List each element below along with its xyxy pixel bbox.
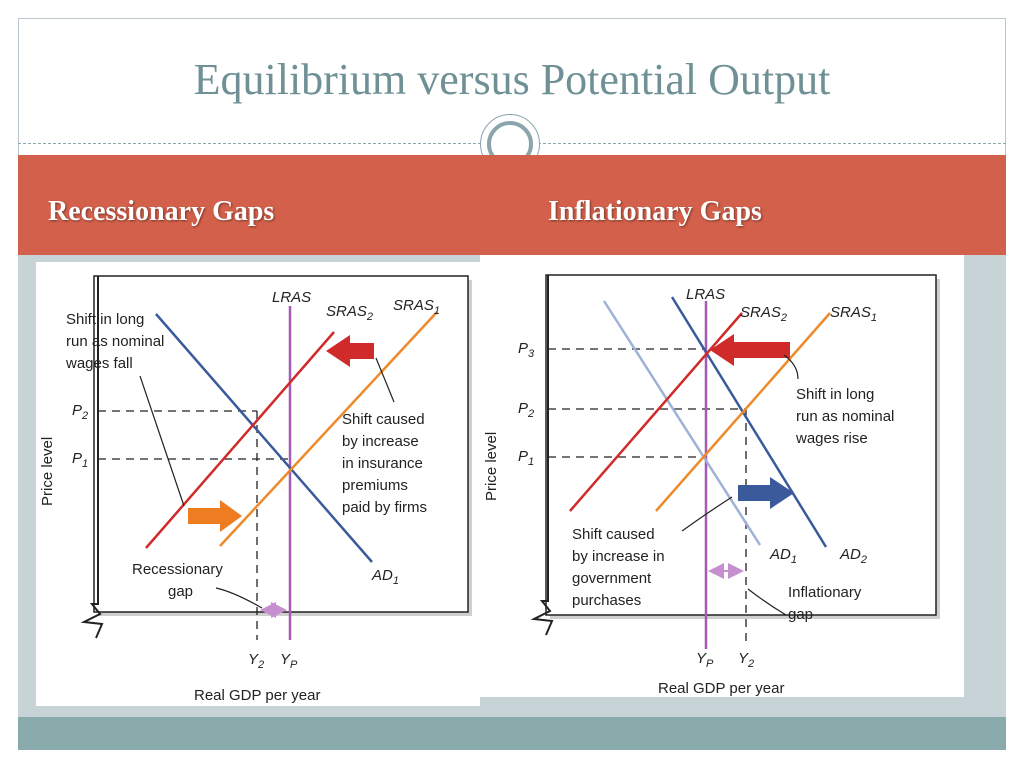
leader-long-run (783, 354, 799, 380)
x-axis-label: Real GDP per year (194, 687, 320, 704)
long-run-note-2: run as nominal (66, 333, 164, 350)
sras2-label: SRAS2 (740, 304, 787, 324)
sras2-label: SRAS2 (326, 303, 373, 323)
heading-recessionary: Recessionary Gaps (48, 196, 275, 227)
sras2-line (145, 331, 335, 549)
x-axis-label: Real GDP per year (658, 680, 784, 697)
sras1-line (655, 312, 831, 512)
gap-note-1: Inflationary (788, 584, 862, 601)
heading-inflationary: Inflationary Gaps (548, 196, 762, 227)
p1-label: P1 (518, 448, 534, 468)
long-run-note-1: Shift in long (796, 386, 874, 403)
shift-caused-note-4: purchases (572, 592, 641, 609)
p1-label: P1 (72, 450, 88, 470)
shift-caused-note-1: Shift caused (572, 526, 655, 543)
shift-caused-note-3: government (572, 570, 652, 587)
shift-caused-note-1: Shift caused (342, 411, 425, 428)
heading-band (18, 155, 1006, 255)
lras-label: LRAS (272, 289, 311, 306)
plot-area (93, 275, 469, 613)
ad2-label: AD2 (839, 546, 867, 566)
shift-left-red-arrow-icon (710, 334, 790, 366)
ad1-line (155, 313, 373, 563)
slide-title: Equilibrium versus Potential Output (193, 55, 831, 104)
ad1-line (602, 300, 762, 546)
leader-gap (747, 588, 787, 616)
p2-label: P2 (72, 402, 88, 422)
sras2-line (569, 312, 743, 512)
shift-caused-note-2: by increase in (572, 548, 665, 565)
ad1-label: AD1 (371, 567, 399, 587)
gap-note-2: gap (788, 606, 813, 623)
leader-shift-caused (681, 496, 733, 532)
long-run-note-3: wages fall (65, 355, 133, 372)
p3-label: P3 (518, 340, 535, 360)
plot-area (545, 274, 937, 616)
y2-label: Y2 (248, 651, 264, 671)
long-run-note-2: run as nominal (796, 408, 894, 425)
axis-break (80, 276, 104, 639)
inflationary-diagram-svg: LRAS SRAS2 SRAS1 AD1 AD2 P3 P2 P1 YP Y2 … (483, 274, 940, 697)
ad1-label: AD1 (769, 546, 797, 566)
sras1-label: SRAS1 (393, 297, 440, 317)
shift-caused-note-4: premiums (342, 477, 408, 494)
recessionary-diagram-svg: LRAS SRAS2 SRAS1 AD1 P2 P1 Y2 YP Real GD… (39, 275, 472, 704)
leader-long-run (139, 375, 185, 507)
footer-bar (18, 717, 1006, 750)
shift-right-orange-arrow-icon (188, 500, 242, 532)
leader-shift-caused (375, 357, 395, 403)
shift-caused-note-2: by increase (342, 433, 419, 450)
ad2-line (670, 296, 828, 548)
recessionary-gap-diagram: LRAS SRAS2 SRAS1 AD1 P2 P1 Y2 YP Real GD… (36, 262, 480, 706)
inflationary-gap-diagram: LRAS SRAS2 SRAS1 AD1 AD2 P3 P2 P1 YP Y2 … (480, 255, 964, 697)
gap-note-2: gap (168, 583, 193, 600)
y-axis-label: Price level (39, 437, 56, 506)
sras1-line (219, 311, 438, 547)
axis-break (530, 275, 554, 636)
shift-left-red-arrow-icon (326, 335, 374, 367)
p2-label: P2 (518, 400, 534, 420)
long-run-note-1: Shift in long (66, 311, 144, 328)
yp-label: YP (280, 651, 298, 671)
y-axis-label: Price level (483, 432, 500, 501)
y2-label: Y2 (738, 650, 754, 670)
yp-label: YP (696, 650, 714, 670)
shift-right-blue-arrow-icon (738, 477, 794, 509)
shift-caused-note-3: in insurance (342, 455, 423, 472)
sras1-label: SRAS1 (830, 304, 877, 324)
gap-note-1: Recessionary (132, 561, 223, 578)
shift-caused-note-5: paid by firms (342, 499, 427, 516)
long-run-note-3: wages rise (795, 430, 868, 447)
leader-gap (215, 587, 263, 609)
lras-label: LRAS (686, 286, 725, 303)
